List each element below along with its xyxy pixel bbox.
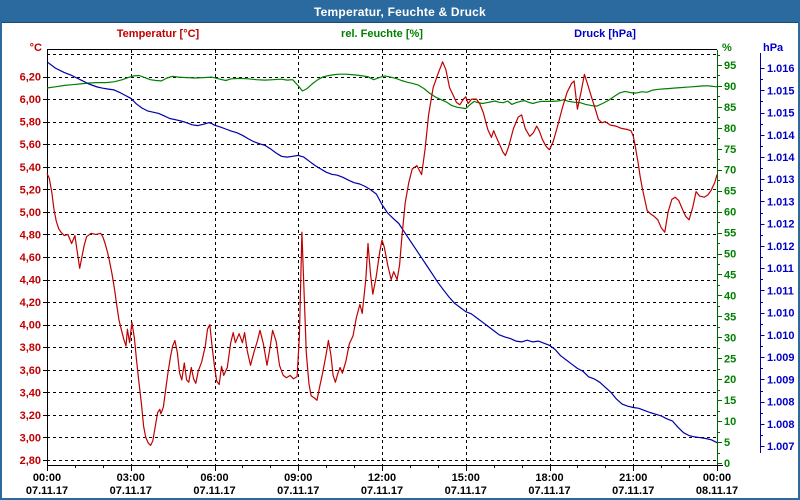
- svg-text:5: 5: [724, 437, 730, 449]
- pressure-series: [46, 61, 718, 444]
- time-label: 06:00: [200, 472, 228, 484]
- svg-text:4,00: 4,00: [20, 320, 41, 332]
- time-label: 09:00: [284, 472, 312, 484]
- window-titlebar: Temperatur, Feuchte & Druck: [2, 2, 798, 23]
- temperature-axis-unit: °C: [29, 42, 42, 54]
- date-label: 07.11.17: [193, 485, 235, 497]
- svg-text:1.011: 1.011: [767, 263, 794, 275]
- svg-text:2,80: 2,80: [20, 455, 41, 467]
- date-label: 07.11.17: [277, 485, 319, 497]
- time-label: 12:00: [368, 472, 396, 484]
- svg-text:50: 50: [724, 249, 736, 261]
- svg-text:6,00: 6,00: [20, 94, 41, 106]
- svg-text:60: 60: [724, 207, 736, 219]
- legend-temperature: Temperatur [°C]: [116, 28, 200, 40]
- date-label: 08.11.17: [696, 485, 738, 497]
- svg-text:30: 30: [724, 332, 736, 344]
- date-label: 07.11.17: [528, 485, 570, 497]
- svg-text:1.010: 1.010: [767, 308, 795, 320]
- date-label: 07.11.17: [361, 485, 403, 497]
- svg-text:4,80: 4,80: [20, 229, 41, 241]
- temperature-axis: 6,20 6,00 5,80 5,60 5,40 5,20 5,00 4,80 4,60 4,40…: [20, 72, 47, 467]
- svg-text:5,20: 5,20: [20, 184, 41, 196]
- legend-pressure: Druck [hPa]: [574, 28, 636, 40]
- svg-text:85: 85: [724, 102, 736, 114]
- svg-text:1.014: 1.014: [767, 152, 795, 164]
- pressure-axis: 1.016 1.015 1.015 1.014 1.014 1.013 1.013 1.012…: [759, 53, 795, 453]
- pressure-axis-unit: hPa: [763, 42, 784, 54]
- series: [46, 61, 718, 446]
- date-label: 07.11.17: [445, 485, 487, 497]
- temperature-series: [46, 61, 718, 446]
- legend-humidity: rel. Feuchte [%]: [341, 28, 423, 40]
- svg-text:1.008: 1.008: [767, 397, 795, 409]
- svg-text:3,80: 3,80: [20, 342, 41, 354]
- time-label: 15:00: [452, 472, 480, 484]
- svg-text:40: 40: [724, 290, 736, 302]
- svg-text:25: 25: [724, 353, 736, 365]
- svg-text:4,20: 4,20: [20, 297, 41, 309]
- svg-text:1.012: 1.012: [767, 219, 795, 231]
- svg-text:4,40: 4,40: [20, 275, 41, 287]
- svg-text:1.009: 1.009: [767, 352, 795, 364]
- svg-text:80: 80: [724, 123, 736, 135]
- svg-text:5,00: 5,00: [20, 207, 41, 219]
- svg-text:1.007: 1.007: [767, 441, 795, 453]
- svg-text:1.011: 1.011: [767, 285, 794, 297]
- svg-text:3,00: 3,00: [20, 432, 41, 444]
- svg-text:35: 35: [724, 311, 736, 323]
- svg-text:15: 15: [724, 395, 736, 407]
- svg-text:1.010: 1.010: [767, 330, 795, 342]
- svg-text:75: 75: [724, 144, 736, 156]
- svg-text:20: 20: [724, 374, 736, 386]
- time-axis: 00:0007.11.1703:0007.11.1706:0007.11.170…: [26, 465, 738, 497]
- chart-plot: 6,20 6,00 5,80 5,60 5,40 5,20 5,00 4,80 4,60 4,40…: [20, 49, 795, 497]
- svg-text:1.013: 1.013: [767, 174, 795, 186]
- time-label: 21:00: [619, 472, 647, 484]
- window-title: Temperatur, Feuchte & Druck: [314, 5, 486, 19]
- date-label: 07.11.17: [612, 485, 654, 497]
- svg-text:4,60: 4,60: [20, 252, 41, 264]
- date-label: 07.11.17: [26, 485, 68, 497]
- svg-text:1.015: 1.015: [767, 85, 795, 97]
- svg-text:95: 95: [724, 60, 736, 72]
- plot-frame: [47, 49, 723, 469]
- chart-area: 6,20 6,00 5,80 5,60 5,40 5,20 5,00 4,80 4,60 4,40…: [2, 23, 798, 498]
- axes-and-grid: [47, 49, 723, 469]
- svg-text:1.012: 1.012: [767, 241, 795, 253]
- svg-text:65: 65: [724, 186, 736, 198]
- humidity-series: [46, 73, 718, 110]
- svg-text:6,20: 6,20: [20, 72, 41, 84]
- time-label: 03:00: [117, 472, 145, 484]
- svg-text:1.014: 1.014: [767, 130, 795, 142]
- svg-text:3,60: 3,60: [20, 365, 41, 377]
- svg-text:70: 70: [724, 165, 736, 177]
- svg-text:1.016: 1.016: [767, 63, 795, 75]
- svg-text:5,40: 5,40: [20, 162, 41, 174]
- svg-text:1.013: 1.013: [767, 196, 795, 208]
- svg-text:10: 10: [724, 416, 736, 428]
- svg-text:3,20: 3,20: [20, 410, 41, 422]
- time-label: 00:00: [703, 472, 731, 484]
- svg-text:1.009: 1.009: [767, 374, 795, 386]
- svg-text:55: 55: [724, 228, 736, 240]
- svg-text:0: 0: [724, 458, 730, 470]
- svg-text:90: 90: [724, 81, 736, 93]
- svg-text:1.015: 1.015: [767, 108, 795, 120]
- gridlines: [47, 50, 717, 465]
- svg-text:1.008: 1.008: [767, 419, 795, 431]
- svg-text:5,80: 5,80: [20, 117, 41, 129]
- humidity-axis-unit: %: [722, 42, 732, 54]
- time-label: 00:00: [33, 472, 61, 484]
- svg-text:45: 45: [724, 269, 736, 281]
- date-label: 07.11.17: [110, 485, 152, 497]
- svg-text:3,40: 3,40: [20, 387, 41, 399]
- time-label: 18:00: [535, 472, 563, 484]
- svg-text:5,60: 5,60: [20, 139, 41, 151]
